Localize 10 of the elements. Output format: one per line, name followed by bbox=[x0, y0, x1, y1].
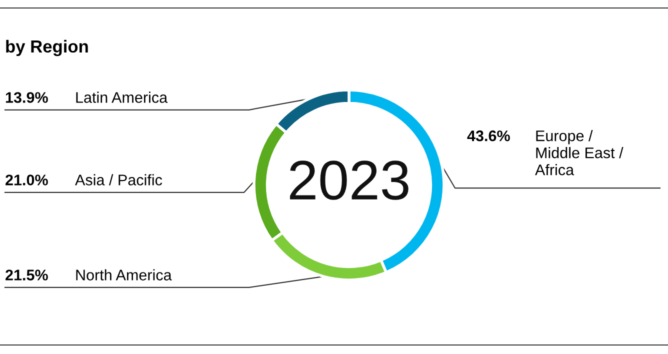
chart-title: by Region bbox=[6, 40, 88, 56]
data-label: 43.6% bbox=[467, 130, 510, 142]
data-label: 13.9% bbox=[6, 92, 48, 103]
text: 2023 bbox=[290, 160, 408, 200]
data-label: 21.5% bbox=[6, 270, 48, 280]
slice-label: North America bbox=[76, 269, 172, 280]
data-label: 21.0% bbox=[6, 174, 48, 186]
slice-label: Europe / Middle East / Africa bbox=[535, 130, 624, 176]
slice-label: Asia / Pacific bbox=[75, 174, 162, 186]
slice-label: Latin America bbox=[76, 92, 168, 103]
